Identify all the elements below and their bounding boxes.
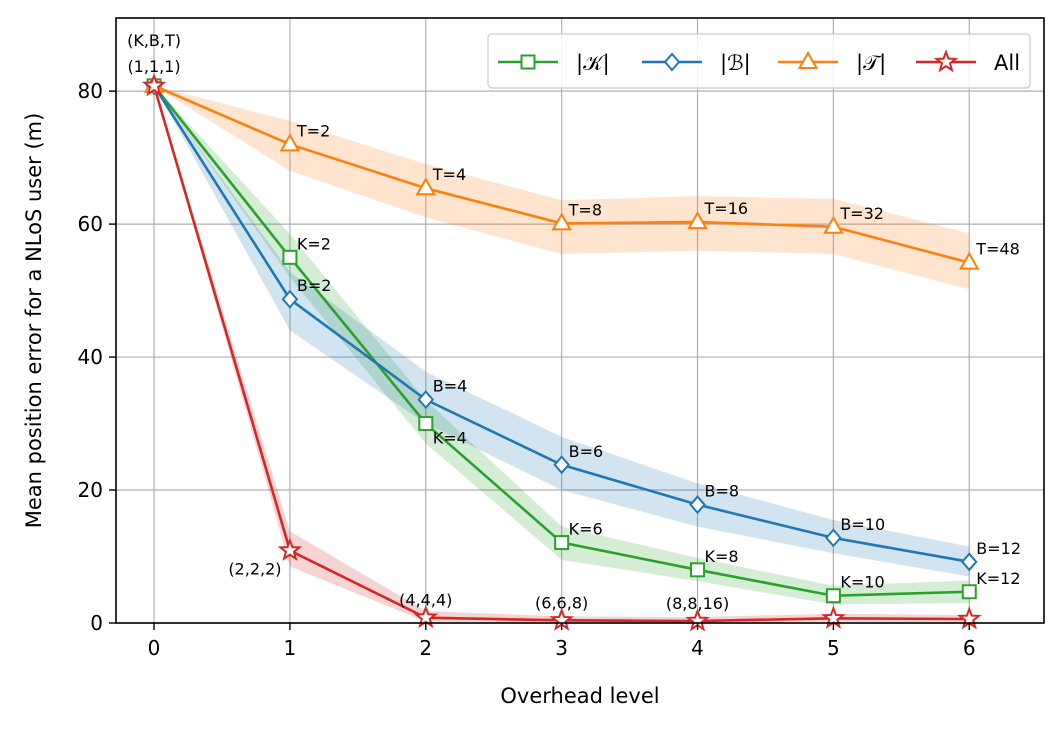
square-marker <box>520 54 536 70</box>
x-axis-label: Overhead level <box>500 684 659 708</box>
data-label: K=6 <box>569 520 603 539</box>
square-marker <box>418 416 434 432</box>
diamond-marker <box>825 528 842 548</box>
annotation-origin: (1,1,1) <box>127 57 180 76</box>
triangle-marker <box>687 211 708 230</box>
square-marker <box>961 584 977 600</box>
star-marker <box>933 49 959 73</box>
x-tick-label: 5 <box>827 636 840 660</box>
diamond-marker <box>281 289 299 309</box>
legend: |𝒦| |ℬ| |𝒯| All <box>487 33 1031 89</box>
star-marker <box>277 537 303 561</box>
data-label: B=8 <box>705 482 740 501</box>
triangle-marker <box>551 212 572 231</box>
data-label: T=48 <box>975 240 1020 259</box>
data-label: K=10 <box>840 573 884 592</box>
data-label: T=32 <box>839 204 884 223</box>
data-label: K=2 <box>297 234 331 253</box>
y-tick-label: 40 <box>78 345 103 369</box>
square-marker <box>282 249 298 265</box>
x-tick-label: 0 <box>148 636 161 660</box>
data-label: B=2 <box>297 276 332 295</box>
plot-frame <box>115 17 1045 624</box>
data-label: (2,2,2) <box>228 560 281 579</box>
grid-lines <box>116 18 1044 624</box>
data-label: T=2 <box>296 121 330 140</box>
data-label: B=12 <box>976 539 1021 558</box>
data-label: B=6 <box>569 442 604 461</box>
square-marker <box>554 535 570 551</box>
legend-label: |ℬ| <box>720 51 751 76</box>
diamond-marker <box>689 495 706 515</box>
y-axis-label: Mean position error for a NLoS user (m) <box>22 113 46 529</box>
legend-label: |𝒦| <box>576 51 610 76</box>
diamond-marker <box>960 552 978 572</box>
diamond-marker <box>663 52 681 72</box>
x-tick-label: 4 <box>691 636 704 660</box>
x-tick-label: 6 <box>963 636 976 660</box>
data-label: K=4 <box>433 429 467 448</box>
diamond-marker <box>417 390 435 410</box>
y-tick-label: 0 <box>90 611 103 635</box>
confidence-band <box>154 85 970 577</box>
data-label: T=4 <box>432 165 466 184</box>
square-marker <box>825 588 841 604</box>
legend-box <box>487 33 1031 89</box>
data-label: K=12 <box>976 569 1020 588</box>
star-marker <box>413 604 439 629</box>
data-label: B=4 <box>433 377 468 396</box>
x-tick-label: 2 <box>419 636 432 660</box>
data-label: (8,8,16) <box>666 594 729 613</box>
triangle-marker <box>415 177 437 196</box>
annotation-header: (K,B,T) <box>127 31 181 50</box>
x-tick-label: 1 <box>284 636 297 660</box>
square-marker <box>690 562 706 578</box>
star-marker <box>141 72 167 97</box>
confidence-bands <box>154 85 970 624</box>
series-markers <box>141 72 982 632</box>
legend-label: All <box>994 51 1020 75</box>
data-label: B=10 <box>840 515 885 534</box>
point-labels: K=2 K=4 K=6 K=8 K=10 K=12 B=2 B=4 B=6 B=8 B=10 B=12… <box>228 121 1021 613</box>
data-label: (6,6,8) <box>535 593 588 612</box>
diamond-marker <box>553 455 570 475</box>
confidence-band <box>154 85 970 290</box>
triangle-marker <box>959 251 980 270</box>
y-tick-label: 60 <box>78 212 103 236</box>
legend-label: |𝒯| <box>856 51 886 76</box>
data-label: T=8 <box>568 200 602 219</box>
triangle-marker <box>797 50 819 69</box>
data-label: T=16 <box>704 199 749 218</box>
y-tick-label: 20 <box>78 478 103 502</box>
y-tick-label: 80 <box>78 79 103 103</box>
data-label: K=8 <box>705 547 739 566</box>
triangle-marker <box>279 133 301 152</box>
x-tick-label: 3 <box>555 636 568 660</box>
triangle-marker <box>823 215 844 234</box>
data-label: (4,4,4) <box>399 591 452 610</box>
